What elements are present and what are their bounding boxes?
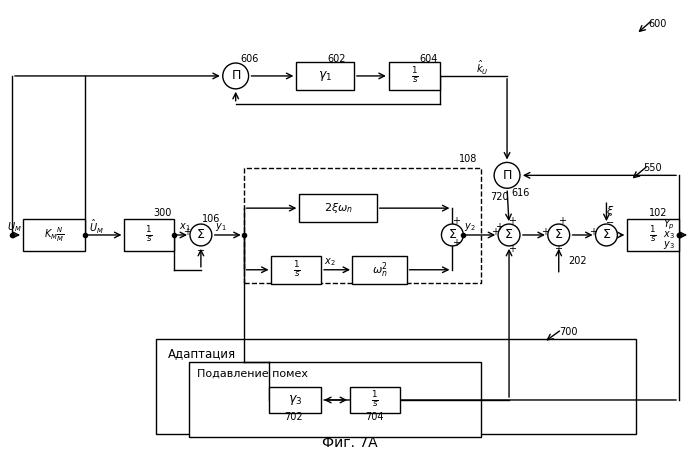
Text: 704: 704 bbox=[366, 412, 384, 422]
Circle shape bbox=[442, 224, 463, 246]
Text: $y_2$: $y_2$ bbox=[464, 221, 476, 233]
Text: $\Sigma$: $\Sigma$ bbox=[602, 228, 611, 242]
Text: +: + bbox=[183, 227, 191, 237]
Bar bbox=[244, 169, 481, 283]
Text: $\gamma_1$: $\gamma_1$ bbox=[318, 69, 332, 83]
Text: $\Pi$: $\Pi$ bbox=[231, 69, 240, 82]
Text: 702: 702 bbox=[284, 412, 303, 422]
Text: Фиг. 7А: Фиг. 7А bbox=[322, 436, 378, 450]
Circle shape bbox=[548, 224, 570, 246]
Text: $x_1$: $x_1$ bbox=[179, 221, 191, 233]
Text: 300: 300 bbox=[153, 208, 171, 218]
Text: 106: 106 bbox=[202, 214, 220, 224]
Text: Подавление помех: Подавление помех bbox=[197, 368, 308, 378]
Text: 602: 602 bbox=[327, 54, 345, 64]
Text: $Y_p$: $Y_p$ bbox=[663, 218, 675, 232]
Text: $\xi$: $\xi$ bbox=[606, 204, 614, 218]
Text: +: + bbox=[495, 222, 503, 232]
Bar bbox=[156, 339, 636, 434]
Text: +: + bbox=[558, 216, 565, 226]
Text: $\frac{1}{s}$: $\frac{1}{s}$ bbox=[649, 225, 657, 245]
Text: 202: 202 bbox=[569, 256, 587, 266]
Bar bbox=[23, 219, 85, 251]
Text: 604: 604 bbox=[419, 54, 438, 64]
Circle shape bbox=[494, 163, 520, 188]
Circle shape bbox=[223, 63, 249, 89]
Text: +: + bbox=[508, 244, 516, 254]
Text: $K_M\frac{N}{M}$: $K_M\frac{N}{M}$ bbox=[43, 226, 64, 244]
Text: 606: 606 bbox=[240, 54, 259, 64]
Text: $-$: $-$ bbox=[605, 216, 614, 226]
Text: $\frac{1}{s}$: $\frac{1}{s}$ bbox=[371, 390, 379, 410]
Bar bbox=[299, 194, 377, 222]
Text: +: + bbox=[541, 227, 549, 237]
Bar bbox=[389, 62, 440, 90]
Text: +: + bbox=[589, 227, 596, 237]
Text: Адаптация: Адаптация bbox=[168, 347, 236, 360]
Text: $y_1$: $y_1$ bbox=[215, 221, 226, 233]
Text: $y_3$: $y_3$ bbox=[663, 239, 675, 251]
Text: $\Sigma$: $\Sigma$ bbox=[554, 228, 563, 242]
Text: $\frac{1}{s}$: $\frac{1}{s}$ bbox=[145, 225, 153, 245]
Bar bbox=[124, 219, 174, 251]
Text: 700: 700 bbox=[559, 327, 577, 338]
Text: $\hat{U}_M$: $\hat{U}_M$ bbox=[89, 218, 103, 236]
Text: 616: 616 bbox=[511, 188, 529, 198]
Text: +: + bbox=[491, 227, 499, 237]
Text: $+$: $+$ bbox=[554, 244, 563, 254]
Text: 550: 550 bbox=[643, 163, 662, 173]
Text: 108: 108 bbox=[459, 154, 477, 164]
Circle shape bbox=[498, 224, 520, 246]
Text: $x_2$: $x_2$ bbox=[324, 256, 336, 268]
Text: $\hat{k}_U$: $\hat{k}_U$ bbox=[476, 59, 489, 77]
Bar bbox=[352, 256, 407, 284]
Text: $\frac{1}{s}$: $\frac{1}{s}$ bbox=[411, 66, 419, 86]
Text: $-$: $-$ bbox=[196, 244, 206, 254]
Text: +: + bbox=[508, 216, 516, 226]
Text: $\Sigma$: $\Sigma$ bbox=[448, 228, 457, 242]
Text: $\Pi$: $\Pi$ bbox=[502, 169, 512, 182]
Bar bbox=[271, 256, 321, 284]
Text: 102: 102 bbox=[649, 208, 668, 218]
Bar bbox=[627, 219, 679, 251]
Text: $\Sigma$: $\Sigma$ bbox=[505, 228, 514, 242]
Bar bbox=[189, 362, 481, 437]
Bar bbox=[270, 387, 321, 413]
Bar bbox=[350, 387, 400, 413]
Text: +: + bbox=[452, 216, 461, 226]
Text: $\frac{1}{s}$: $\frac{1}{s}$ bbox=[293, 260, 300, 280]
Text: $\Sigma$: $\Sigma$ bbox=[196, 228, 206, 242]
Text: +: + bbox=[452, 238, 461, 248]
Circle shape bbox=[596, 224, 617, 246]
Text: 720: 720 bbox=[490, 192, 508, 202]
Text: $x_3$: $x_3$ bbox=[663, 229, 675, 241]
Bar bbox=[296, 62, 354, 90]
Circle shape bbox=[190, 224, 212, 246]
Text: $U_M$: $U_M$ bbox=[7, 220, 22, 234]
Text: $\omega_n^2$: $\omega_n^2$ bbox=[372, 260, 388, 280]
Text: 600: 600 bbox=[648, 19, 667, 29]
Text: $2\xi\omega_n$: $2\xi\omega_n$ bbox=[324, 201, 352, 215]
Text: $\gamma_3$: $\gamma_3$ bbox=[288, 393, 303, 407]
